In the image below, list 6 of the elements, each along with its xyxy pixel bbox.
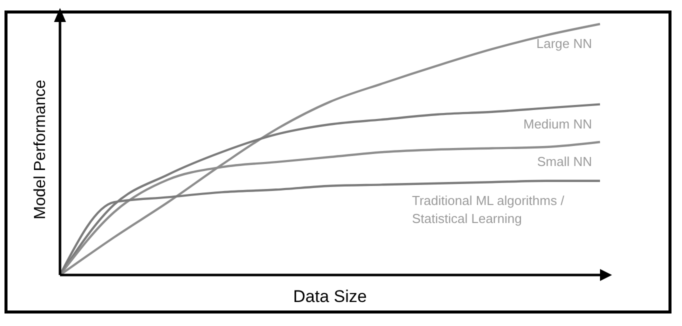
x-axis-title: Data Size xyxy=(293,287,367,306)
series-label: Large NN xyxy=(536,36,592,51)
y-axis-title: Model Performance xyxy=(32,80,49,220)
series-label: Small NN xyxy=(537,154,592,169)
series-label: Medium NN xyxy=(523,116,592,132)
series-label: Traditional ML algorithms / Statistical Learning xyxy=(412,192,565,226)
